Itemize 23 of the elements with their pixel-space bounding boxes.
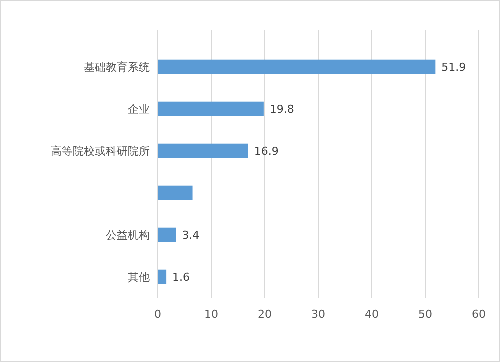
bar (158, 102, 264, 116)
y-tick-label: 企业 (128, 102, 150, 116)
bar (158, 60, 436, 74)
bar (158, 270, 167, 284)
bar (158, 228, 176, 242)
x-tick-label: 50 (418, 308, 432, 321)
y-tick-label: 基础教育系统 (84, 60, 150, 74)
data-label: 51.9 (442, 60, 466, 74)
y-tick-label: 高等院校或科研院所 (51, 144, 150, 158)
x-tick-label: 0 (154, 308, 162, 321)
x-tick-label: 10 (204, 308, 218, 321)
bar (158, 144, 248, 158)
x-tick-label: 40 (365, 308, 379, 321)
x-tick-label: 20 (258, 308, 272, 321)
data-label: 1.6 (172, 270, 190, 284)
y-tick-label: 其他 (128, 270, 150, 284)
data-label: 3.4 (182, 228, 200, 242)
data-label: 19.8 (270, 102, 294, 116)
bar (158, 186, 193, 200)
x-tick-label: 30 (312, 308, 326, 321)
data-label: 16.9 (254, 144, 279, 158)
y-tick-label: 公益机构 (106, 228, 150, 242)
x-tick-label: 60 (472, 308, 486, 321)
